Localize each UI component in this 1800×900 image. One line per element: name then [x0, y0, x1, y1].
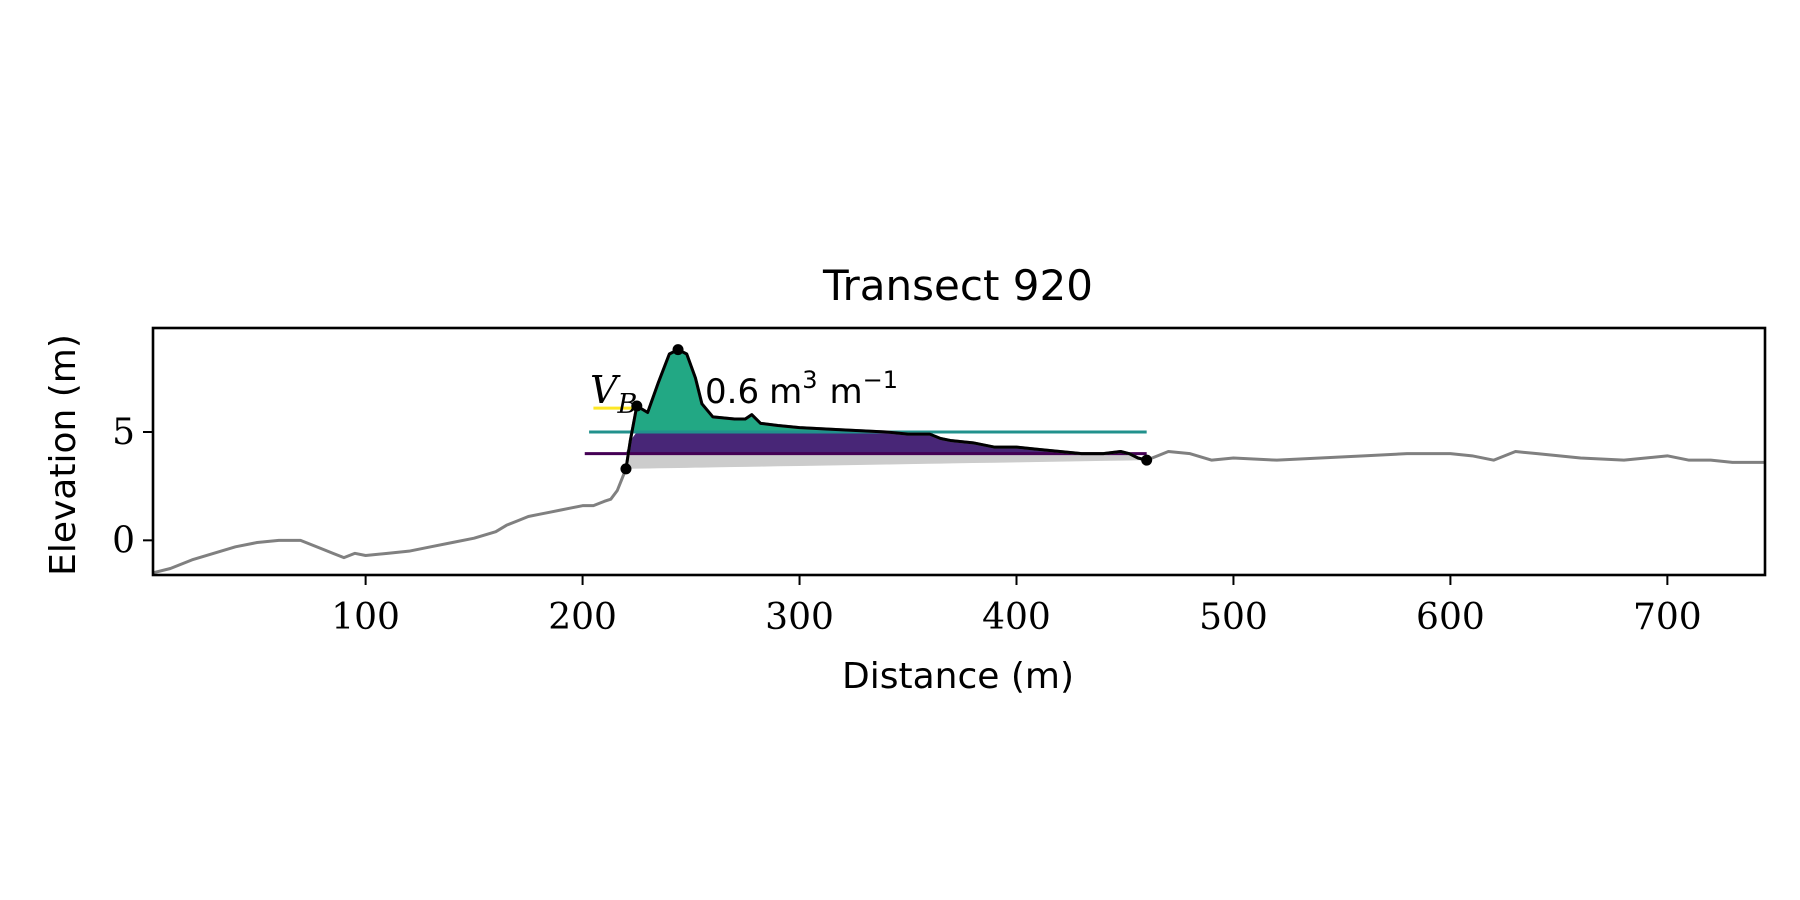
- volume-unit-exponent: 3: [802, 366, 817, 394]
- volume-unit: m: [769, 372, 802, 412]
- chart-title: Transect 920: [822, 261, 1093, 310]
- volume-symbol: V: [590, 368, 621, 412]
- volume-rate-unit: m: [829, 372, 862, 412]
- y-tick-label-5: 5: [112, 412, 135, 453]
- x-tick-label-600: 600: [1416, 597, 1485, 638]
- dune-point-marker-4: [1141, 454, 1153, 466]
- x-axis-label: Distance (m): [842, 656, 1074, 697]
- svg-text:VB: VB: [590, 368, 637, 420]
- volume-subscript: B: [616, 389, 637, 420]
- volume-value: 0.6: [705, 372, 759, 412]
- dune-point-marker-1: [620, 463, 632, 475]
- y-tick-label-0: 0: [112, 520, 135, 561]
- volume-annotation: VB 0.6 m3 m−1: [590, 366, 898, 420]
- volume-rate-exponent: −1: [863, 366, 898, 394]
- x-tick-label-400: 400: [982, 597, 1051, 638]
- axis-ticks: 100 200 300 400 500 600 700 0 5: [112, 412, 1702, 638]
- dune-volume-fill: [625, 349, 1147, 432]
- dune-point-marker-3: [672, 344, 684, 356]
- x-tick-label-700: 700: [1633, 597, 1702, 638]
- base-volume-fill: [625, 453, 1147, 469]
- dune-point-marker-2: [631, 400, 643, 412]
- axes-frame: [151, 326, 1767, 577]
- x-tick-label-500: 500: [1199, 597, 1268, 638]
- x-tick-label-200: 200: [548, 597, 617, 638]
- plot-area: [152, 344, 1765, 575]
- x-tick-label-300: 300: [765, 597, 834, 638]
- x-tick-label-100: 100: [331, 597, 400, 638]
- y-axis-label: Elevation (m): [43, 334, 84, 576]
